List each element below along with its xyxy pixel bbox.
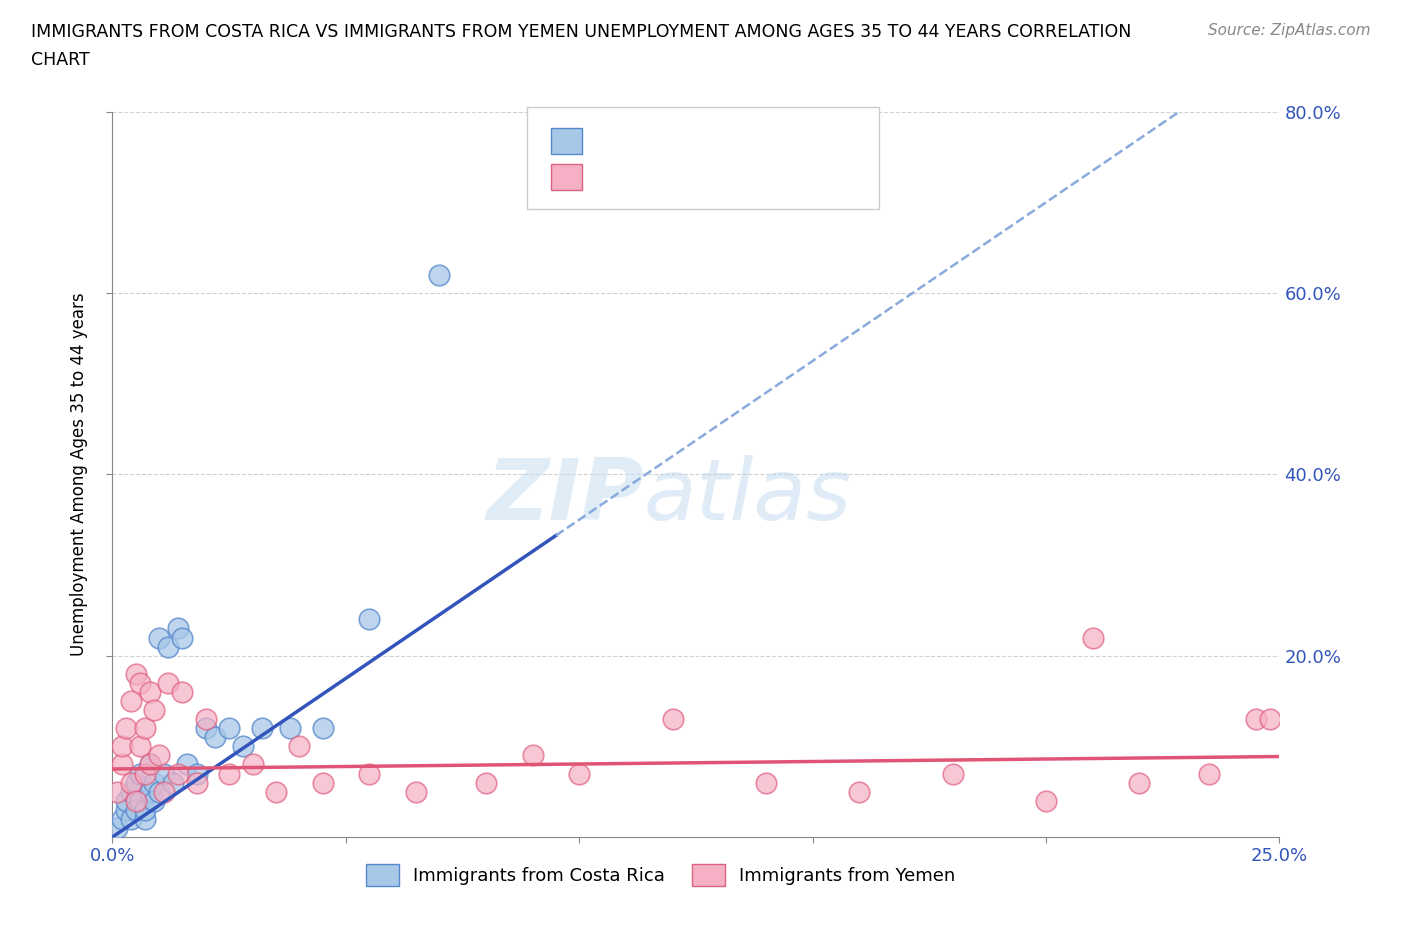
Point <box>1128 776 1150 790</box>
Point <box>166 766 188 781</box>
Point <box>129 675 152 690</box>
Point <box>264 784 287 799</box>
Point <box>139 757 162 772</box>
Point <box>153 784 176 799</box>
Point <box>204 730 226 745</box>
Point <box>1258 711 1281 726</box>
Point <box>105 784 128 799</box>
Point <box>129 793 152 808</box>
Text: 34: 34 <box>742 132 766 151</box>
Point <box>278 721 301 736</box>
Point <box>120 784 142 799</box>
Point <box>153 766 176 781</box>
Text: ZIP: ZIP <box>486 455 644 538</box>
Point <box>157 639 180 654</box>
Point <box>143 776 166 790</box>
Point <box>218 766 240 781</box>
Point <box>111 811 134 827</box>
Text: N =: N = <box>689 167 749 186</box>
Text: IMMIGRANTS FROM COSTA RICA VS IMMIGRANTS FROM YEMEN UNEMPLOYMENT AMONG AGES 35 T: IMMIGRANTS FROM COSTA RICA VS IMMIGRANTS… <box>31 23 1132 41</box>
Point <box>120 694 142 709</box>
Point <box>1198 766 1220 781</box>
Point <box>848 784 870 799</box>
Point <box>134 803 156 817</box>
Point <box>172 631 194 645</box>
Text: CHART: CHART <box>31 51 90 69</box>
Point <box>242 757 264 772</box>
Point <box>143 703 166 718</box>
Point <box>105 820 128 835</box>
Point <box>148 748 170 763</box>
Point <box>311 776 333 790</box>
Point <box>120 776 142 790</box>
Point <box>186 766 208 781</box>
Point <box>148 631 170 645</box>
Point <box>1035 793 1057 808</box>
Point <box>148 784 170 799</box>
Point <box>166 621 188 636</box>
Point <box>129 738 152 753</box>
Point <box>134 766 156 781</box>
Point <box>1244 711 1267 726</box>
Legend: Immigrants from Costa Rica, Immigrants from Yemen: Immigrants from Costa Rica, Immigrants f… <box>359 857 963 893</box>
Point <box>359 612 381 627</box>
Point <box>568 766 591 781</box>
Point <box>115 803 138 817</box>
Point <box>194 711 217 726</box>
Point <box>218 721 240 736</box>
Point <box>311 721 333 736</box>
Point <box>111 738 134 753</box>
Point <box>194 721 217 736</box>
Point <box>232 738 254 753</box>
Point <box>162 776 184 790</box>
Y-axis label: Unemployment Among Ages 35 to 44 years: Unemployment Among Ages 35 to 44 years <box>70 293 89 656</box>
Point <box>111 757 134 772</box>
Text: N =: N = <box>689 132 749 151</box>
Text: R =: R = <box>593 132 634 151</box>
Point <box>661 711 683 726</box>
Point <box>134 811 156 827</box>
Point <box>134 721 156 736</box>
Point <box>125 803 148 817</box>
Point <box>427 268 450 283</box>
Point <box>139 757 162 772</box>
Point <box>288 738 311 753</box>
Point <box>157 675 180 690</box>
Point <box>125 667 148 682</box>
Point <box>125 793 148 808</box>
Point <box>176 757 198 772</box>
Point <box>139 684 162 699</box>
Point <box>405 784 427 799</box>
Point <box>139 784 162 799</box>
Point <box>172 684 194 699</box>
Text: R =: R = <box>593 167 634 186</box>
Text: Source: ZipAtlas.com: Source: ZipAtlas.com <box>1208 23 1371 38</box>
Text: atlas: atlas <box>644 455 852 538</box>
Text: 0.160: 0.160 <box>633 167 686 186</box>
Point <box>129 766 152 781</box>
Text: 42: 42 <box>742 167 766 186</box>
Point <box>115 721 138 736</box>
Point <box>1081 631 1104 645</box>
Point <box>186 776 208 790</box>
Point <box>942 766 965 781</box>
Text: 0.316: 0.316 <box>633 132 686 151</box>
Point <box>475 776 498 790</box>
Point <box>359 766 381 781</box>
Point <box>522 748 544 763</box>
Point <box>755 776 778 790</box>
Point <box>143 793 166 808</box>
Point <box>250 721 273 736</box>
Point <box>125 776 148 790</box>
Point <box>120 811 142 827</box>
Point <box>115 793 138 808</box>
